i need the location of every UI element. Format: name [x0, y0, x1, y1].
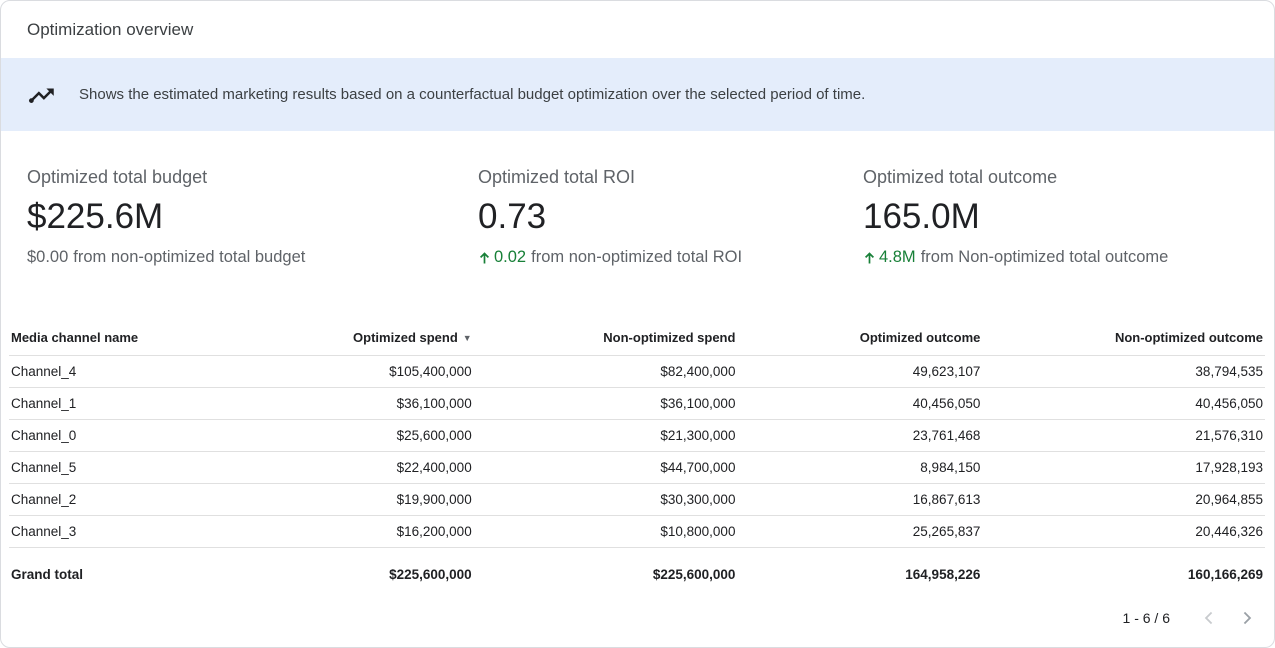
col-header-optimized-spend[interactable]: Optimized spend ▼ — [285, 321, 474, 356]
kpi-optimized-total-budget: Optimized total budget $225.6M $0.00 fro… — [27, 167, 478, 267]
kpi-delta-value: 4.8M — [879, 248, 916, 266]
info-banner-text: Shows the estimated marketing results ba… — [79, 86, 866, 103]
cell-non-optimized-outcome: 20,446,326 — [982, 515, 1265, 548]
kpi-delta: 4.8M from Non-optimized total outcome — [863, 248, 1248, 267]
kpi-label: Optimized total budget — [27, 167, 208, 187]
grand-total-non-optimized-outcome: 160,166,269 — [1187, 566, 1263, 582]
kpi-optimized-total-outcome: Optimized total outcome 165.0M 4.8M from… — [863, 167, 1248, 267]
cell-media-channel: Channel_4 — [9, 355, 286, 388]
cell-optimized-outcome: 25,265,837 — [737, 515, 983, 548]
table-row[interactable]: Channel_1 $36,100,000 $36,100,000 40,456… — [9, 387, 1265, 420]
cell-media-channel: Channel_2 — [9, 483, 286, 516]
previous-page-button[interactable] — [1196, 605, 1222, 631]
col-header-non-optimized-outcome[interactable]: Non-optimized outcome — [982, 321, 1265, 356]
kpi-delta-value: $0.00 — [27, 248, 69, 266]
cell-non-optimized-spend: $30,300,000 — [473, 483, 738, 516]
cell-non-optimized-outcome: 21,576,310 — [982, 419, 1265, 452]
cell-optimized-spend: $105,400,000 — [285, 355, 474, 388]
kpi-value: 0.73 — [478, 197, 547, 236]
kpi-delta-text: from Non-optimized total outcome — [920, 248, 1169, 266]
col-header-non-optimized-spend[interactable]: Non-optimized spend — [473, 321, 738, 356]
grand-total-row: Grand total $225,600,000 $225,600,000 16… — [9, 547, 1265, 601]
cell-non-optimized-outcome: 40,456,050 — [982, 387, 1265, 420]
kpi-delta: 0.02 from non-optimized total ROI — [478, 248, 863, 267]
kpi-delta-value: 0.02 — [494, 248, 527, 266]
cell-optimized-spend: $22,400,000 — [285, 451, 474, 484]
table-header-row: Media channel name Optimized spend ▼ Non-… — [9, 321, 1265, 356]
kpi-value: 165.0M — [863, 197, 980, 236]
table-row[interactable]: Channel_0 $25,600,000 $21,300,000 23,761… — [9, 419, 1265, 452]
col-header-optimized-outcome[interactable]: Optimized outcome — [737, 321, 983, 356]
kpi-row: Optimized total budget $225.6M $0.00 fro… — [1, 131, 1274, 267]
grand-total-optimized-spend: $225,600,000 — [389, 566, 472, 582]
table-row[interactable]: Channel_5 $22,400,000 $44,700,000 8,984,… — [9, 451, 1265, 484]
arrow-up-icon — [478, 251, 491, 265]
page-title: Optimization overview — [27, 19, 194, 39]
pagination: 1 - 6 / 6 — [1, 605, 1274, 631]
col-header-label: Optimized spend — [353, 330, 458, 346]
cell-non-optimized-spend: $21,300,000 — [473, 419, 738, 452]
cell-optimized-outcome: 49,623,107 — [737, 355, 983, 388]
media-table: Media channel name Optimized spend ▼ Non-… — [9, 321, 1265, 601]
next-page-button[interactable] — [1234, 605, 1260, 631]
table-row[interactable]: Channel_2 $19,900,000 $30,300,000 16,867… — [9, 483, 1265, 516]
cell-media-channel: Channel_3 — [9, 515, 286, 548]
kpi-label: Optimized total ROI — [478, 167, 636, 187]
cell-media-channel: Channel_5 — [9, 451, 286, 484]
cell-media-channel: Channel_1 — [9, 387, 286, 420]
cell-optimized-spend: $19,900,000 — [285, 483, 474, 516]
grand-total-optimized-outcome: 164,958,226 — [905, 566, 981, 582]
cell-optimized-spend: $25,600,000 — [285, 419, 474, 452]
cell-non-optimized-spend: $82,400,000 — [473, 355, 738, 388]
kpi-delta: $0.00 from non-optimized total budget — [27, 248, 478, 267]
sort-descending-icon: ▼ — [462, 333, 472, 344]
cell-optimized-outcome: 16,867,613 — [737, 483, 983, 516]
grand-total-label: Grand total — [11, 566, 84, 582]
grand-total-non-optimized-spend: $225,600,000 — [652, 566, 736, 582]
cell-non-optimized-outcome: 17,928,193 — [982, 451, 1265, 484]
cell-optimized-outcome: 23,761,468 — [737, 419, 983, 452]
kpi-value: $225.6M — [27, 197, 164, 236]
kpi-label: Optimized total outcome — [863, 167, 1058, 187]
cell-optimized-spend: $36,100,000 — [285, 387, 474, 420]
cell-non-optimized-spend: $44,700,000 — [473, 451, 738, 484]
cell-non-optimized-spend: $10,800,000 — [473, 515, 738, 548]
trending-up-icon — [27, 80, 57, 110]
info-banner: Shows the estimated marketing results ba… — [1, 58, 1274, 131]
kpi-delta-text: from non-optimized total ROI — [531, 248, 743, 266]
page-range-label: 1 - 6 / 6 — [1122, 610, 1170, 626]
cell-non-optimized-outcome: 38,794,535 — [982, 355, 1265, 388]
table-row[interactable]: Channel_4 $105,400,000 $82,400,000 49,62… — [9, 355, 1265, 388]
kpi-optimized-total-roi: Optimized total ROI 0.73 0.02 from non-o… — [478, 167, 863, 267]
kpi-delta-text: from non-optimized total budget — [73, 248, 306, 266]
cell-optimized-outcome: 8,984,150 — [737, 451, 983, 484]
arrow-up-icon — [863, 251, 876, 265]
table-row[interactable]: Channel_3 $16,200,000 $10,800,000 25,265… — [9, 515, 1265, 548]
cell-optimized-outcome: 40,456,050 — [737, 387, 983, 420]
cell-non-optimized-spend: $36,100,000 — [473, 387, 738, 420]
cell-optimized-spend: $16,200,000 — [285, 515, 474, 548]
media-table-container: Media channel name Optimized spend ▼ Non-… — [1, 321, 1274, 601]
col-header-media-channel-name[interactable]: Media channel name — [9, 321, 286, 356]
cell-media-channel: Channel_0 — [9, 419, 286, 452]
cell-non-optimized-outcome: 20,964,855 — [982, 483, 1265, 516]
